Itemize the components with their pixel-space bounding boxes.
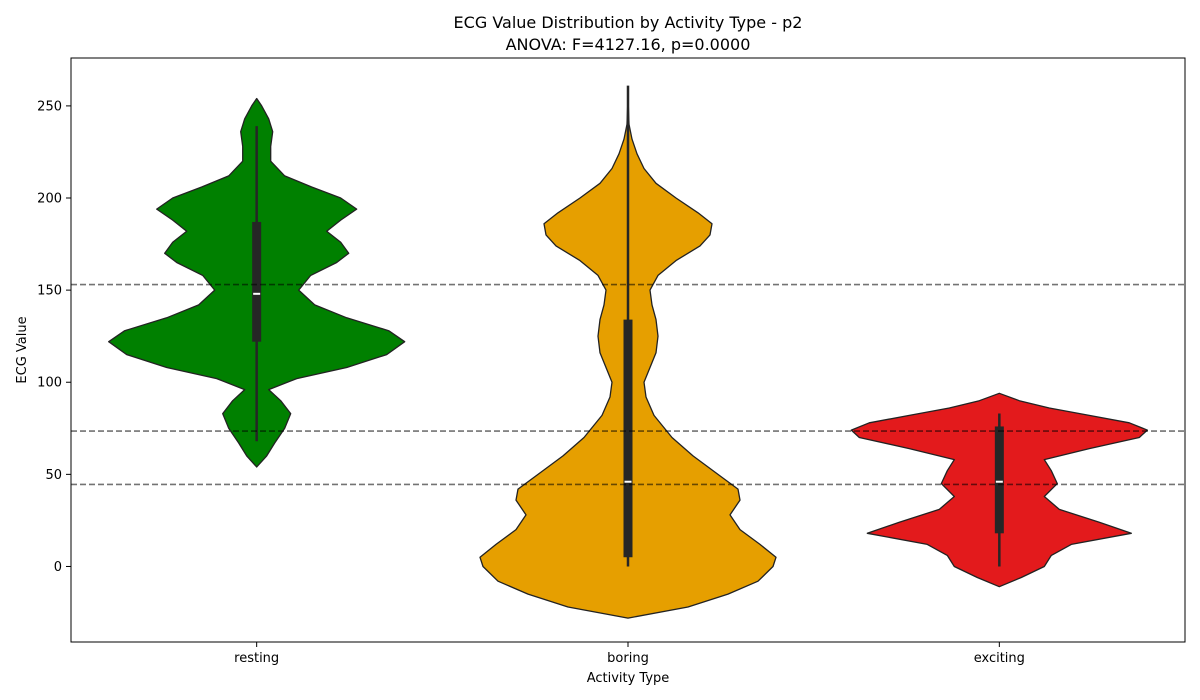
x-tick-label: boring bbox=[607, 651, 649, 666]
y-axis-label: ECG Value bbox=[15, 316, 30, 383]
y-tick-label: 150 bbox=[37, 284, 62, 299]
x-tick-label: resting bbox=[234, 651, 279, 666]
chart-subtitle: ANOVA: F=4127.16, p=0.0000 bbox=[506, 35, 751, 54]
y-tick-label: 0 bbox=[54, 560, 62, 575]
y-tick-label: 100 bbox=[37, 376, 62, 391]
chart-title: ECG Value Distribution by Activity Type … bbox=[454, 13, 803, 32]
x-tick-label: exciting bbox=[974, 651, 1025, 666]
y-tick-label: 50 bbox=[45, 468, 62, 483]
y-tick-label: 250 bbox=[37, 99, 62, 114]
iqr-box-resting bbox=[252, 221, 262, 342]
iqr-box-exciting bbox=[994, 426, 1004, 534]
x-axis-label: Activity Type bbox=[587, 671, 670, 686]
y-tick-label: 200 bbox=[37, 192, 62, 207]
plot-frame bbox=[70, 57, 1186, 643]
iqr-box-boring bbox=[623, 319, 633, 558]
